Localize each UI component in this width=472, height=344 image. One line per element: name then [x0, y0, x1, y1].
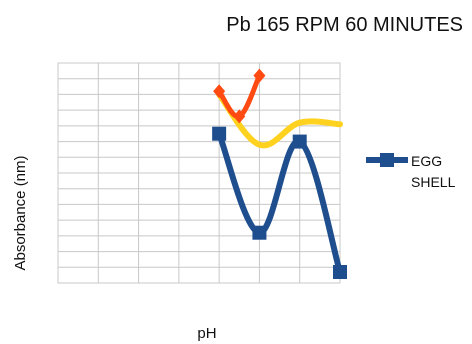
series-line: [216, 91, 343, 149]
data-point: [333, 265, 347, 279]
legend-label: SHELL: [411, 174, 456, 190]
y-axis-label: Absorbance (nm): [12, 155, 29, 270]
legend-label: EGG: [411, 153, 442, 169]
x-axis-label: pH: [197, 325, 216, 342]
data-point: [233, 109, 246, 124]
series-line: [216, 130, 343, 275]
data-point: [253, 68, 266, 83]
data-point: [252, 225, 267, 240]
data-point: [212, 126, 227, 141]
data-point: [292, 134, 307, 149]
data-point: [213, 84, 226, 99]
legend-marker: [380, 153, 394, 167]
chart-title: Pb 165 RPM 60 MINUTES: [226, 14, 463, 36]
plot-area: [57, 62, 347, 284]
legend: EGG SHELL: [366, 153, 456, 190]
